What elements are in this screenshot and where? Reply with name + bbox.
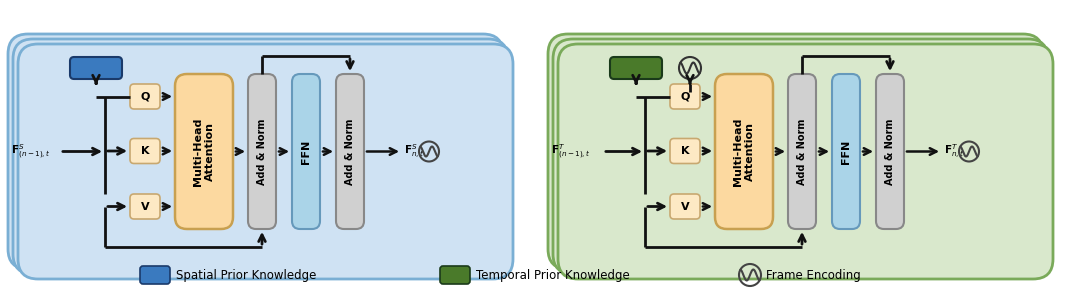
FancyBboxPatch shape — [130, 138, 160, 164]
FancyBboxPatch shape — [248, 74, 276, 229]
FancyBboxPatch shape — [175, 74, 233, 229]
FancyBboxPatch shape — [832, 74, 860, 229]
FancyBboxPatch shape — [788, 74, 816, 229]
FancyBboxPatch shape — [548, 34, 1043, 269]
FancyBboxPatch shape — [70, 57, 122, 79]
FancyBboxPatch shape — [440, 266, 470, 284]
Text: $\mathbf{F}^{S}_{n,t}$: $\mathbf{F}^{S}_{n,t}$ — [404, 142, 424, 161]
Text: FFN: FFN — [841, 139, 851, 164]
Text: Temporal Prior Knowledge: Temporal Prior Knowledge — [476, 269, 630, 281]
FancyBboxPatch shape — [553, 39, 1048, 274]
Text: V: V — [140, 202, 149, 211]
FancyBboxPatch shape — [13, 39, 508, 274]
Text: FFN: FFN — [301, 139, 311, 164]
Text: Spatial Prior Knowledge: Spatial Prior Knowledge — [176, 269, 316, 281]
Text: $\mathbf{F}^{T}_{n,t}$: $\mathbf{F}^{T}_{n,t}$ — [944, 142, 964, 161]
FancyBboxPatch shape — [670, 84, 700, 109]
Text: Frame Encoding: Frame Encoding — [766, 269, 861, 281]
Text: $\mathbf{F}^{S}_{(n-1),t}$: $\mathbf{F}^{S}_{(n-1),t}$ — [11, 142, 51, 161]
Text: Add & Norm: Add & Norm — [257, 118, 267, 185]
Text: Add & Norm: Add & Norm — [345, 118, 355, 185]
Text: Q: Q — [680, 91, 690, 101]
FancyBboxPatch shape — [336, 74, 364, 229]
FancyBboxPatch shape — [18, 44, 513, 279]
FancyBboxPatch shape — [292, 74, 320, 229]
FancyBboxPatch shape — [670, 194, 700, 219]
Text: Q: Q — [140, 91, 150, 101]
Text: K: K — [680, 146, 689, 156]
Text: V: V — [680, 202, 689, 211]
Text: $\mathbf{F}^{T}_{(n-1),t}$: $\mathbf{F}^{T}_{(n-1),t}$ — [551, 142, 591, 161]
Text: K: K — [140, 146, 149, 156]
Text: Multi-Head
Attention: Multi-Head Attention — [733, 117, 755, 186]
Text: Add & Norm: Add & Norm — [885, 118, 895, 185]
FancyBboxPatch shape — [130, 84, 160, 109]
Text: Multi-Head
Attention: Multi-Head Attention — [193, 117, 215, 186]
FancyBboxPatch shape — [610, 57, 662, 79]
FancyBboxPatch shape — [8, 34, 503, 269]
FancyBboxPatch shape — [715, 74, 773, 229]
Text: Add & Norm: Add & Norm — [797, 118, 807, 185]
FancyBboxPatch shape — [670, 138, 700, 164]
FancyBboxPatch shape — [140, 266, 170, 284]
FancyBboxPatch shape — [558, 44, 1053, 279]
FancyBboxPatch shape — [876, 74, 904, 229]
FancyBboxPatch shape — [130, 194, 160, 219]
